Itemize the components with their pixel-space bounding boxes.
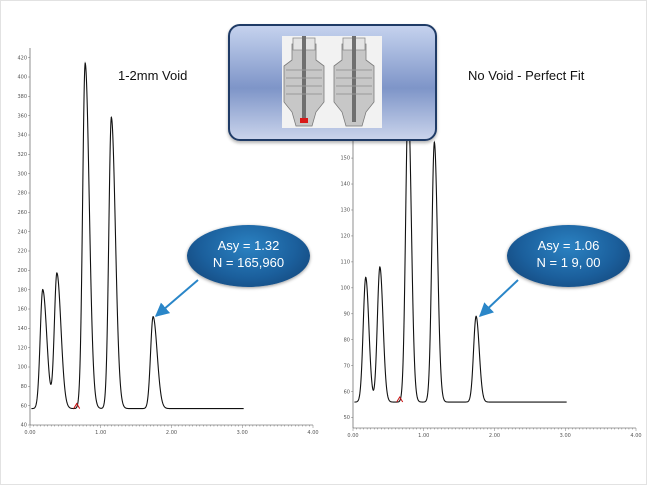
fitting-comparison-illustration (282, 36, 382, 128)
left-peak-apex-5 (152, 316, 154, 318)
right-y-tick-label: 110 (340, 259, 350, 265)
left-x-tick-label: 1.00 (95, 430, 106, 436)
left-annotation-arrow (154, 279, 199, 317)
right-x-tick-label: 2.00 (489, 433, 500, 439)
left-y-tick-label: 200 (17, 268, 27, 274)
left-y-tick-label: 300 (17, 171, 27, 177)
left-chromatogram-trace (31, 61, 244, 410)
left-y-tick-label: 360 (17, 113, 27, 119)
right-asymmetry-label: Asy = 1.06 (537, 238, 600, 253)
left-y-tick-label: 320 (17, 152, 27, 158)
right-y-tick-label: 50 (344, 415, 350, 421)
right-y-tick-label: 100 (340, 285, 350, 291)
right-peak-apex-1 (365, 276, 367, 279)
left-y-tick-label: 180 (17, 287, 27, 293)
left-y-tick-label: 260 (17, 210, 27, 216)
left-y-tick-label: 40 (21, 423, 27, 429)
right-chart-title: No Void - Perfect Fit (468, 68, 585, 83)
right-peak-apex-4 (433, 141, 435, 144)
left-asymmetry-label: Asy = 1.32 (217, 238, 280, 253)
right-x-tick-label: 1.00 (418, 433, 429, 439)
left-y-tick-label: 140 (17, 326, 27, 332)
left-peak-apex-1 (42, 289, 44, 291)
right-x-tick-label: 4.00 (630, 433, 641, 439)
right-y-tick-label: 150 (340, 156, 350, 162)
right-plate-count-label: N = 1 9, 00 (536, 255, 601, 270)
left-peak-apex-4 (110, 117, 112, 119)
left-y-tick-label: 420 (17, 55, 27, 61)
right-peak-apex-5 (475, 315, 477, 317)
left-chart-title: 1-2mm Void (118, 68, 188, 83)
right-y-tick-label: 130 (340, 208, 350, 214)
right-efficiency-callout: Asy = 1.06 N = 1 9, 00 (507, 225, 630, 287)
right-x-tick-label: 0.00 (347, 433, 358, 439)
left-y-tick-label: 80 (21, 384, 27, 390)
left-integration-marker (73, 402, 81, 409)
right-y-tick-label: 70 (344, 363, 350, 369)
right-chromatogram: 0.00 1.00 2.00 3.00 4.00 50 60 70 80 90 100 110 120 1… (340, 88, 642, 439)
left-plate-count-label: N = 165,960 (212, 255, 285, 270)
left-y-tick-label: 120 (17, 345, 27, 351)
left-peak-apex-3 (84, 62, 86, 65)
left-efficiency-callout: Asy = 1.32 N = 165,960 (187, 225, 310, 287)
right-integration-marker (396, 396, 404, 403)
left-y-tick-label: 100 (17, 365, 27, 371)
left-y-tick-label: 400 (17, 75, 27, 81)
left-y-tick-label: 340 (17, 133, 27, 139)
left-chromatogram: 0.00 1.00 2.00 3.00 4.00 40 60 80 100 120 140 160 18… (17, 48, 319, 436)
left-y-tick-label: 60 (21, 403, 27, 409)
left-y-tick-label: 160 (17, 307, 27, 313)
right-peak-apex-2 (379, 266, 381, 268)
right-y-tick-label: 140 (340, 182, 350, 188)
right-annotation-arrow (478, 279, 519, 317)
right-y-tick-label: 90 (344, 311, 350, 317)
left-y-tick-label: 280 (17, 191, 27, 197)
column-fitting-inset (228, 24, 437, 141)
left-x-tick-label: 4.00 (307, 430, 318, 436)
right-chromatogram-trace (354, 100, 567, 403)
left-y-tick-label: 380 (17, 94, 27, 100)
left-y-tick-label: 240 (17, 229, 27, 235)
left-x-tick-label: 3.00 (237, 430, 248, 436)
left-y-tick-label: 220 (17, 249, 27, 255)
right-y-tick-label: 60 (344, 389, 350, 395)
right-y-tick-label: 120 (340, 234, 350, 240)
right-x-tick-label: 3.00 (560, 433, 571, 439)
left-x-tick-label: 2.00 (166, 430, 177, 436)
right-y-tick-label: 80 (344, 337, 350, 343)
left-x-tick-label: 0.00 (24, 430, 35, 436)
left-peak-apex-2 (56, 272, 58, 274)
